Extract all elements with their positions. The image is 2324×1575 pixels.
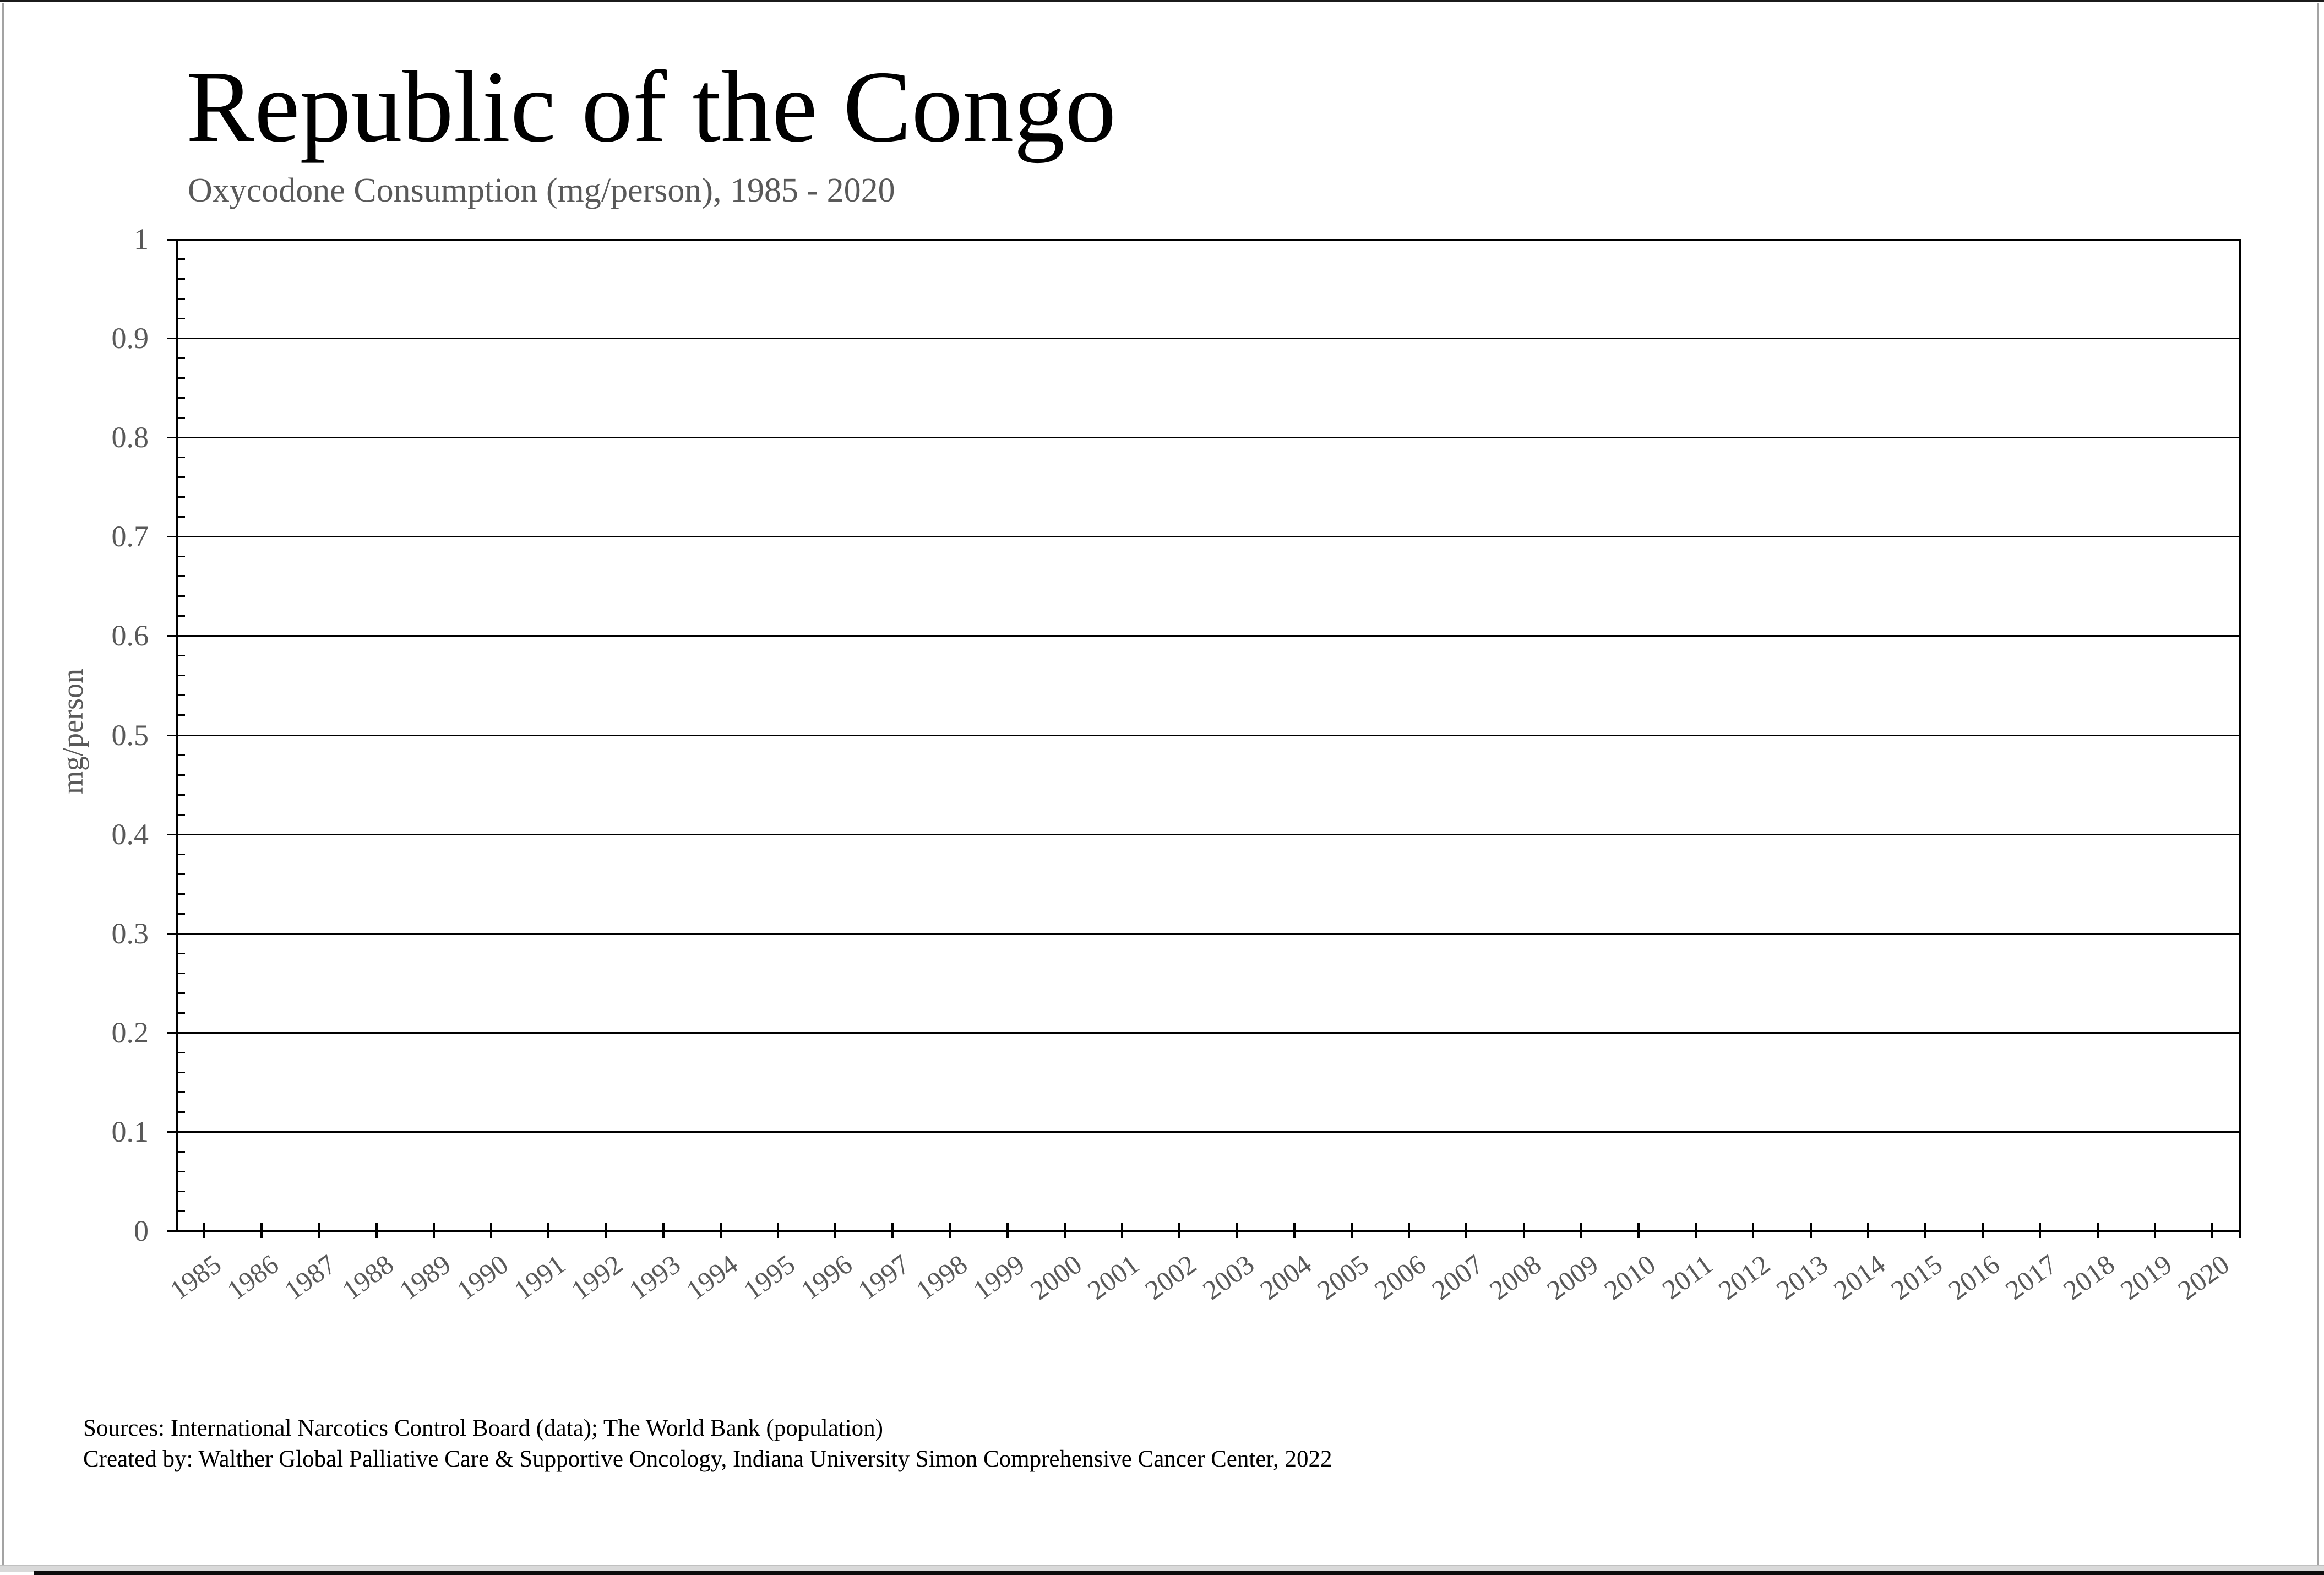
window-bottom-strip	[0, 1565, 2324, 1572]
y-minor-tick	[178, 714, 185, 716]
y-tick-label: 0.2	[111, 1016, 149, 1049]
y-tick-label: 0.5	[111, 719, 149, 752]
y-minor-tick	[178, 397, 185, 399]
y-minor-tick	[178, 814, 185, 816]
major-gridline	[167, 1032, 2241, 1034]
major-gridline	[167, 239, 2241, 241]
y-tick-label: 0.1	[111, 1115, 149, 1148]
y-minor-tick	[178, 1072, 185, 1073]
y-minor-tick	[178, 1191, 185, 1192]
y-minor-tick	[178, 913, 185, 915]
x-axis-line	[167, 1230, 2241, 1232]
window-border-top	[0, 0, 2324, 2]
y-minor-tick	[178, 1171, 185, 1172]
major-gridline	[167, 834, 2241, 835]
y-minor-tick	[178, 873, 185, 875]
x-axis-end-tick	[2239, 1231, 2241, 1238]
y-minor-tick	[178, 1151, 185, 1153]
y-minor-tick	[178, 615, 185, 617]
y-minor-tick	[178, 754, 185, 756]
y-minor-tick	[178, 516, 185, 518]
y-minor-tick	[178, 575, 185, 577]
y-minor-tick	[178, 556, 185, 557]
y-minor-tick	[178, 1111, 185, 1113]
y-minor-tick	[178, 893, 185, 895]
window-bottom-edge	[34, 1571, 2324, 1575]
y-minor-tick	[178, 298, 185, 300]
window-border-left	[2, 3, 4, 1565]
y-minor-tick	[178, 854, 185, 855]
major-gridline	[167, 735, 2241, 736]
y-tick-label: 0.3	[111, 917, 149, 950]
y-minor-tick	[178, 1210, 185, 1212]
major-gridline	[167, 536, 2241, 537]
y-minor-tick	[178, 357, 185, 359]
y-minor-tick	[178, 1091, 185, 1093]
source-note: Sources: International Narcotics Control…	[83, 1413, 1332, 1475]
y-minor-tick	[178, 953, 185, 954]
y-minor-tick	[178, 973, 185, 974]
chart-subtitle: Oxycodone Consumption (mg/person), 1985 …	[188, 172, 895, 209]
y-tick-label: 0.8	[111, 421, 149, 454]
y-minor-tick	[178, 496, 185, 498]
major-gridline	[167, 1131, 2241, 1133]
chart-title: Republic of the Congo	[186, 50, 1117, 164]
window-border-right	[2317, 3, 2319, 1565]
y-minor-tick	[178, 655, 185, 656]
y-minor-tick	[178, 377, 185, 379]
y-tick-label: 0.4	[111, 818, 149, 851]
major-gridline	[167, 635, 2241, 637]
y-minor-tick	[178, 794, 185, 796]
y-minor-tick	[178, 278, 185, 280]
major-gridline	[167, 338, 2241, 339]
y-tick-label: 0	[134, 1214, 149, 1247]
y-minor-tick	[178, 318, 185, 319]
y-minor-tick	[178, 258, 185, 260]
y-tick-label: 1	[134, 222, 149, 256]
y-minor-tick	[178, 1052, 185, 1053]
y-minor-tick	[178, 457, 185, 458]
y-minor-tick	[178, 694, 185, 696]
y-minor-tick	[178, 774, 185, 776]
y-minor-tick	[178, 417, 185, 419]
y-tick-label: 0.9	[111, 322, 149, 355]
y-tick-label: 0.6	[111, 619, 149, 652]
y-minor-tick	[178, 992, 185, 994]
source-line-1: Sources: International Narcotics Control…	[83, 1415, 883, 1441]
plot-area	[167, 239, 2241, 1238]
y-minor-tick	[178, 1012, 185, 1014]
major-gridline	[167, 933, 2241, 935]
y-minor-tick	[178, 675, 185, 676]
source-line-2: Created by: Walther Global Palliative Ca…	[83, 1446, 1332, 1472]
y-minor-tick	[178, 595, 185, 597]
major-gridline	[167, 437, 2241, 438]
y-minor-tick	[178, 476, 185, 478]
y-tick-label: 0.7	[111, 520, 149, 553]
